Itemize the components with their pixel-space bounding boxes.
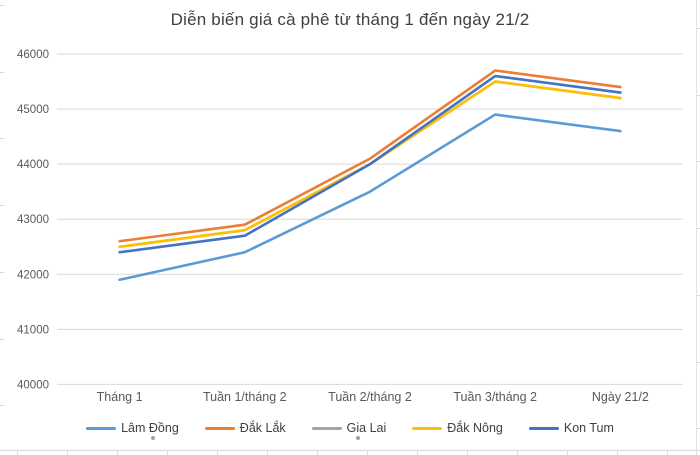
y-tick-label: 40000 <box>17 379 49 391</box>
series-line-kon-tum <box>118 74 622 254</box>
left-edge-gridline-stub <box>0 205 4 206</box>
right-edge-gridline-stub <box>696 28 700 29</box>
legend-item-đắk-nông: Đắk Nông <box>412 421 503 435</box>
series-line-đắk-lắk <box>118 69 622 243</box>
legend-swatch <box>204 426 235 430</box>
y-tick-label: 44000 <box>17 159 49 171</box>
chart-legend: Lâm Đồng Đắk Lắk Gia Lai Đắk Nông Kon Tum <box>0 417 700 439</box>
legend-label: Lâm Đồng <box>121 421 179 435</box>
legend-item-đắk-lắk: Đắk Lắk <box>204 421 286 435</box>
column-gridline <box>696 0 697 455</box>
right-edge-gridline-stub <box>696 428 700 429</box>
legend-label: Đắk Nông <box>447 421 503 435</box>
legend-item-kon-tum: Kon Tum <box>528 421 614 435</box>
chart-title: Diễn biến giá cà phê từ tháng 1 đến ngày… <box>170 10 530 29</box>
bottom-edge-gridline-stub <box>567 450 568 455</box>
x-tick-label: Tuần 2/tháng 2 <box>328 390 412 404</box>
row-gridline <box>0 450 700 451</box>
selection-handle-dot <box>356 436 360 440</box>
bottom-edge-gridline-stub <box>367 450 368 455</box>
y-tick-label: 42000 <box>17 269 49 281</box>
bottom-edge-gridline-stub <box>117 450 118 455</box>
bottom-edge-gridline-stub <box>467 450 468 455</box>
right-edge-gridline-stub <box>696 295 700 296</box>
selection-handle-dot <box>151 436 155 440</box>
legend-swatch <box>86 426 117 430</box>
bottom-edge-gridline-stub <box>167 450 168 455</box>
left-edge-gridline-stub <box>0 72 4 73</box>
legend-label: Kon Tum <box>563 421 614 435</box>
right-edge-gridline-stub <box>696 161 700 162</box>
left-edge-gridline-stub <box>0 272 4 273</box>
right-edge-gridline-stub <box>696 95 700 96</box>
y-tick-label: 46000 <box>17 49 49 61</box>
x-tick-label: Ngày 21/2 <box>592 390 649 404</box>
y-tick-label: 43000 <box>17 214 49 226</box>
legend-item-lâm-đồng: Lâm Đồng <box>86 421 179 435</box>
bottom-edge-gridline-stub <box>417 450 418 455</box>
y-tick-label: 45000 <box>17 104 49 116</box>
legend-swatch <box>311 426 342 430</box>
left-edge-gridline-stub <box>0 339 4 340</box>
x-tick-label: Tháng 1 <box>97 390 143 404</box>
legend-swatch <box>412 426 443 430</box>
right-edge-gridline-stub <box>696 362 700 363</box>
legend-label: Đắk Lắk <box>239 421 286 435</box>
legend-swatch <box>528 426 559 430</box>
bottom-edge-gridline-stub <box>217 450 218 455</box>
bottom-edge-gridline-stub <box>617 450 618 455</box>
series-line-lâm-đồng <box>118 113 622 282</box>
left-edge-gridline-stub <box>0 405 4 406</box>
legend-item-gia-lai: Gia Lai <box>311 421 387 435</box>
bottom-edge-gridline-stub <box>17 450 18 455</box>
x-tick-label: Tuần 3/tháng 2 <box>453 390 537 404</box>
bottom-edge-gridline-stub <box>317 450 318 455</box>
bottom-edge-gridline-stub <box>667 450 668 455</box>
bottom-edge-gridline-stub <box>67 450 68 455</box>
y-tick-label: 41000 <box>17 324 49 336</box>
right-edge-gridline-stub <box>696 228 700 229</box>
x-tick-label: Tuần 1/tháng 2 <box>203 390 287 404</box>
legend-label: Gia Lai <box>346 421 387 435</box>
bottom-edge-gridline-stub <box>267 450 268 455</box>
bottom-edge-gridline-stub <box>517 450 518 455</box>
left-edge-gridline-stub <box>0 138 4 139</box>
left-edge-gridline-stub <box>0 5 4 6</box>
